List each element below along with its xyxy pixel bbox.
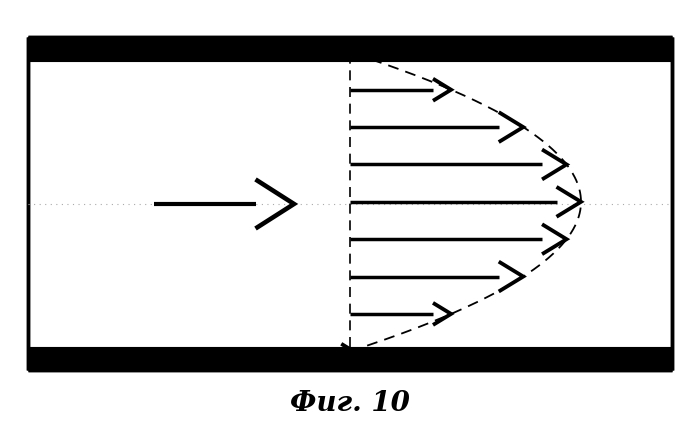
Bar <box>28 347 672 371</box>
Bar <box>28 38 672 62</box>
Text: Фиг. 10: Фиг. 10 <box>290 389 410 416</box>
